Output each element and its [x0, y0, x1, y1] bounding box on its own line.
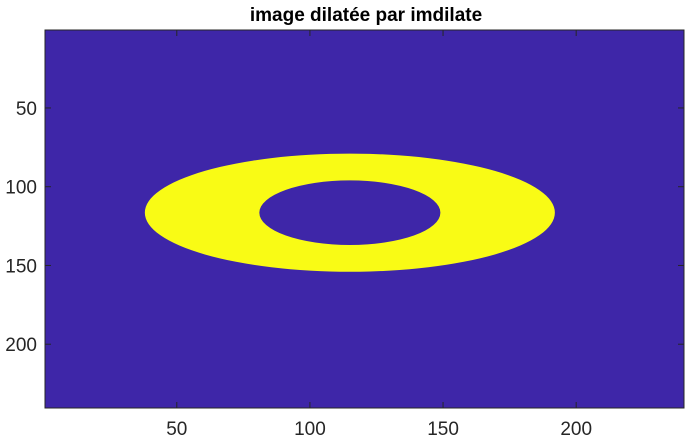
y-tick-label: 200 — [5, 335, 37, 356]
x-tick-label: 100 — [294, 419, 326, 440]
image-background — [45, 30, 684, 408]
dilated-ring — [144, 153, 555, 272]
y-tick-label: 150 — [5, 256, 37, 277]
plot-area — [44, 29, 685, 409]
chart-title: image dilatée par imdilate — [250, 5, 482, 26]
x-tick-label: 150 — [427, 419, 459, 440]
y-tick-label: 50 — [16, 99, 37, 120]
x-axis: 50 100 150 200 — [166, 30, 592, 440]
x-tick-label: 50 — [166, 419, 187, 440]
axes-box — [44, 29, 685, 409]
x-tick-label: 200 — [560, 419, 592, 440]
y-axis: 50 100 150 200 — [5, 99, 684, 356]
y-tick-label: 100 — [5, 178, 37, 199]
